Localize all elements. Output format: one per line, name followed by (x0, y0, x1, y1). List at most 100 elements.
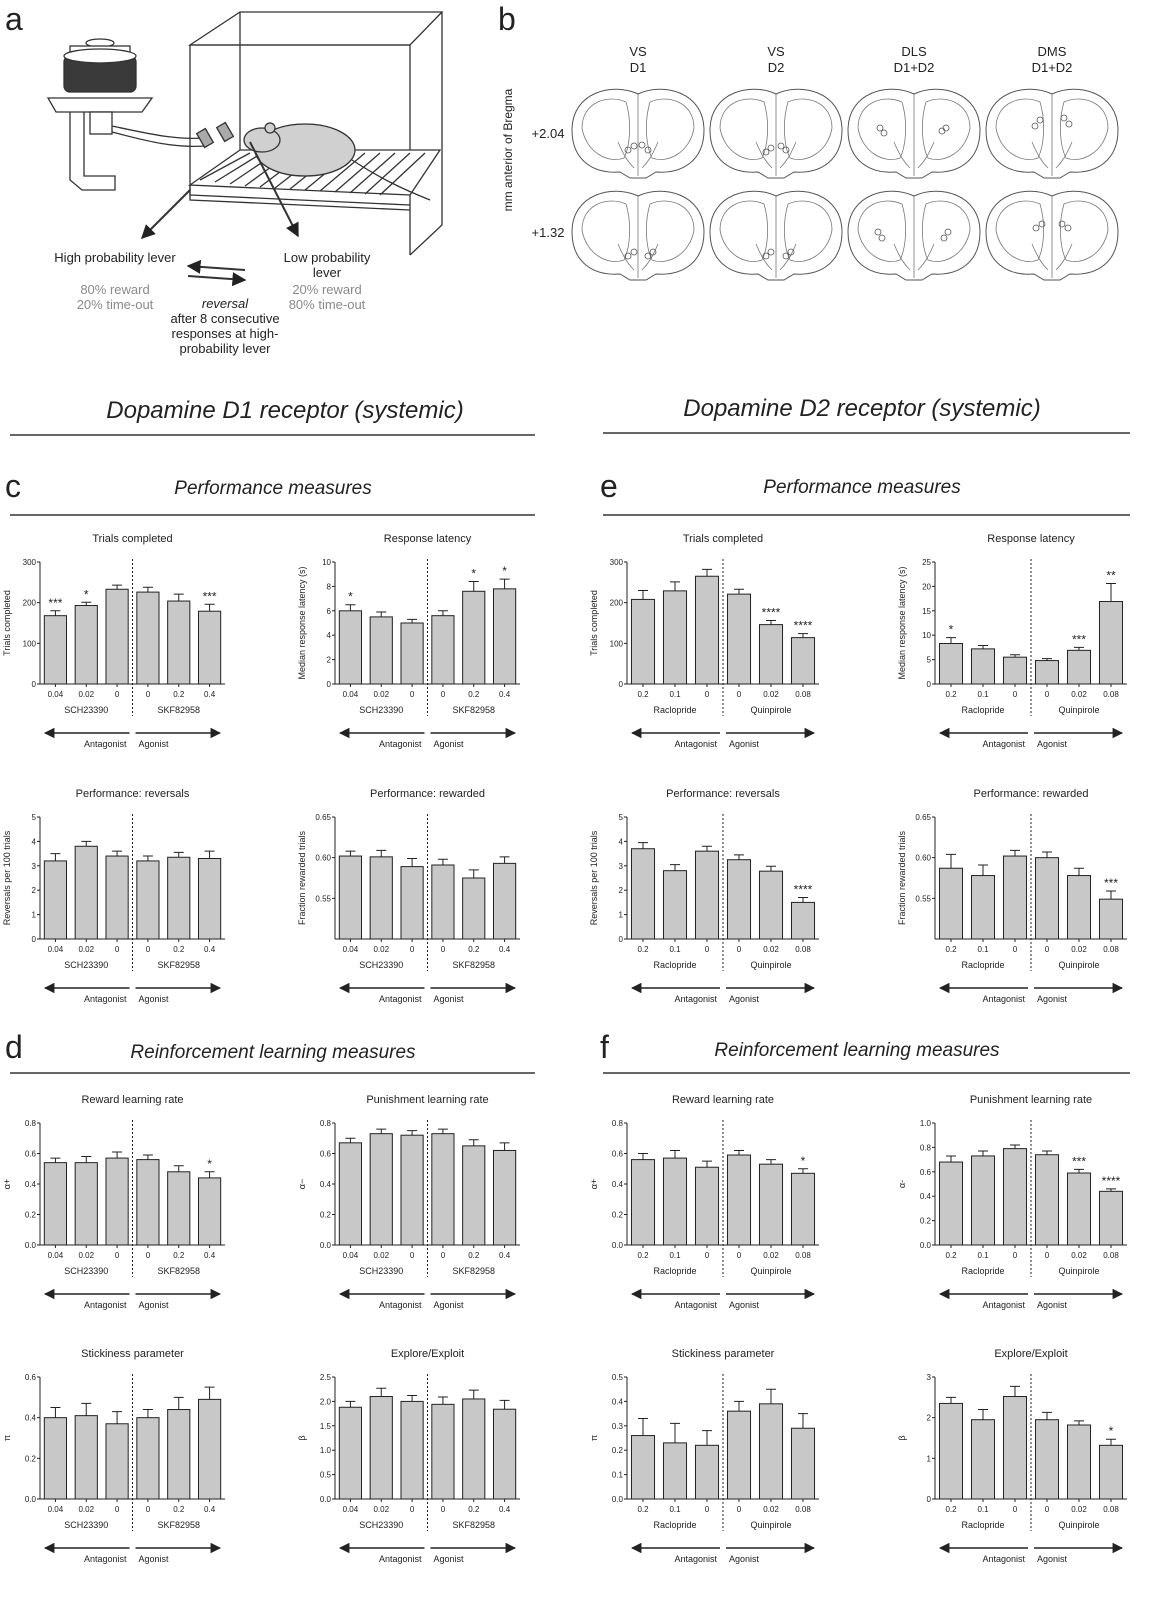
error-bar (205, 851, 215, 858)
y-tick-label: 1.5 (320, 1422, 332, 1431)
x-tick-label: 0.08 (795, 690, 811, 699)
bar (971, 876, 994, 939)
significance: *** (1072, 632, 1086, 646)
bar (1003, 657, 1026, 684)
group-label: Raclopride (961, 1266, 1004, 1276)
error-bar (174, 594, 184, 601)
y-tick-label: 2 (32, 886, 37, 895)
group-label: Raclopride (961, 705, 1004, 715)
y-tick-label: 4 (32, 837, 37, 846)
y-tick-label: 0.65 (315, 813, 331, 822)
error-bar (946, 1156, 956, 1162)
section-title: Dopamine D2 receptor (systemic) (683, 395, 1040, 422)
y-axis-label: α+ (589, 1179, 599, 1189)
direction-label: Agonist (1037, 1300, 1068, 1310)
bar (695, 1167, 718, 1245)
error-bar (407, 1396, 417, 1402)
error-bar (798, 634, 808, 638)
x-tick-label: 0 (1045, 1251, 1050, 1260)
bar (339, 1407, 361, 1499)
x-tick-label: 0 (115, 1505, 120, 1514)
bar (939, 1162, 962, 1245)
column-label: D1+D2 (894, 60, 935, 75)
x-tick-label: 0.1 (669, 945, 681, 954)
y-axis-label: β (897, 1435, 907, 1440)
x-tick-label: 0.02 (763, 1251, 779, 1260)
error-bar (81, 1157, 91, 1163)
direction-label: Antagonist (674, 1554, 717, 1564)
error-bar (376, 1129, 386, 1134)
y-tick-label: 0 (32, 680, 37, 689)
y-tick-label: 20 (922, 582, 931, 591)
y-tick-label: 0.4 (25, 1414, 37, 1423)
group-label: SCH23390 (359, 705, 403, 715)
error-bar (1074, 868, 1084, 875)
error-bar (469, 1390, 479, 1399)
error-bar (500, 1400, 510, 1409)
bar (75, 1163, 97, 1245)
error-bar (50, 611, 60, 616)
bar (401, 867, 423, 939)
bar (198, 1178, 220, 1245)
bar (168, 857, 190, 939)
group-label: SCH23390 (64, 1266, 108, 1276)
chart-title: Response latency (987, 533, 1075, 545)
x-tick-label: 0 (115, 690, 120, 699)
bar (370, 1397, 392, 1499)
x-tick-label: 0.2 (945, 1505, 957, 1514)
error-bar (798, 1414, 808, 1429)
direction-label: Antagonist (379, 1554, 422, 1564)
x-tick-label: 0.02 (1071, 690, 1087, 699)
y-axis-label: Median response latency (s) (297, 566, 307, 679)
significance: * (84, 587, 89, 601)
direction-label: Agonist (729, 994, 760, 1004)
x-tick-label: 0.02 (373, 1505, 389, 1514)
error-bar (946, 638, 956, 644)
error-bar (205, 604, 215, 611)
bar (432, 1404, 454, 1499)
error-bar (702, 569, 712, 576)
bar (106, 856, 128, 939)
error-bar (469, 870, 479, 878)
direction-label: Antagonist (379, 739, 422, 749)
panel-title: Performance measures (174, 478, 372, 499)
group-label: SKF82958 (157, 705, 200, 715)
bar (370, 617, 392, 684)
x-tick-label: 0 (705, 690, 710, 699)
bar (791, 902, 814, 939)
x-tick-label: 0.2 (468, 945, 480, 954)
group-label: SCH23390 (64, 960, 108, 970)
chart-title: Explore/Exploit (994, 1348, 1067, 1360)
bar (759, 1404, 782, 1499)
error-bar (670, 1150, 680, 1158)
error-bar (407, 858, 417, 866)
y-tick-label: 0.6 (25, 1373, 37, 1382)
error-bar (500, 1143, 510, 1151)
error-bar (205, 1172, 215, 1178)
x-tick-label: 0 (737, 945, 742, 954)
x-tick-label: 0.2 (637, 690, 649, 699)
y-tick-label: 0.2 (25, 1454, 37, 1463)
significance: *** (1072, 1154, 1086, 1168)
y-tick-label: 0.0 (25, 1495, 37, 1504)
x-tick-label: 0.02 (763, 690, 779, 699)
y-tick-label: 0.8 (25, 1119, 37, 1128)
x-tick-label: 0 (146, 1505, 151, 1514)
y-axis-label: Fraction rewarded trials (297, 830, 307, 925)
y-tick-label: 0.4 (612, 1180, 624, 1189)
direction-label: Agonist (1037, 739, 1068, 749)
group-label: Raclopride (961, 1520, 1004, 1530)
y-tick-label: 0.0 (612, 1495, 624, 1504)
error-bar (766, 621, 776, 625)
x-tick-label: 0.02 (373, 945, 389, 954)
y-tick-label: 100 (23, 639, 37, 648)
bar (727, 860, 750, 939)
direction-label: Agonist (434, 1300, 465, 1310)
error-bar (143, 1155, 153, 1160)
lever-outcome: 20% reward (252, 282, 402, 297)
bar (971, 1420, 994, 1499)
group-label: SCH23390 (359, 1520, 403, 1530)
x-tick-label: 0 (737, 1505, 742, 1514)
x-tick-label: 0 (410, 1505, 415, 1514)
error-bar (1042, 852, 1052, 858)
